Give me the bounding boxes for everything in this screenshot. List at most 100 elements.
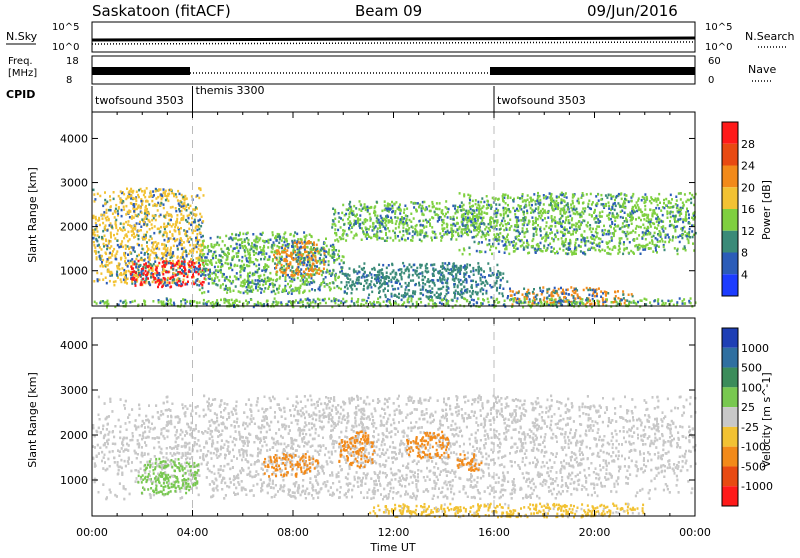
- echo-cell: [517, 197, 519, 200]
- echo-cell: [260, 258, 262, 261]
- echo-cell: [642, 224, 644, 227]
- echo-cell: [420, 224, 422, 227]
- echo-cell: [333, 261, 335, 264]
- echo-cell: [168, 193, 170, 196]
- echo-cell: [537, 218, 539, 221]
- echo-cell: [447, 216, 449, 219]
- echo-cell: [481, 213, 483, 216]
- echo-cell: [297, 273, 299, 276]
- echo-cell: [461, 231, 463, 234]
- echo-cell: [160, 226, 162, 229]
- echo-cell: [314, 273, 316, 276]
- echo-cell: [325, 238, 327, 241]
- echo-cell: [551, 246, 553, 249]
- echo-cell: [573, 212, 575, 215]
- echo-cell: [333, 287, 335, 290]
- echo-cell: [601, 211, 603, 214]
- echo-cell: [490, 204, 492, 207]
- echo-cell: [490, 226, 492, 229]
- echo-cell: [622, 222, 624, 225]
- echo-cell: [274, 284, 276, 287]
- echo-cell: [284, 272, 286, 275]
- echo-cell: [641, 211, 643, 214]
- echo-cell: [207, 253, 209, 256]
- echo-cell: [642, 231, 644, 234]
- echo-cell: [154, 257, 156, 260]
- echo-cell: [364, 280, 366, 283]
- echo-cell: [474, 218, 476, 221]
- echo-cell: [415, 225, 417, 228]
- echo-cell: [162, 273, 164, 276]
- echo-cell: [95, 222, 97, 225]
- echo-cell: [356, 288, 358, 291]
- echo-cell: [205, 260, 207, 263]
- echo-cell: [453, 218, 455, 221]
- echo-cell: [180, 213, 182, 216]
- echo-cell: [392, 230, 394, 233]
- echo-cell: [450, 268, 452, 271]
- echo-cell: [628, 201, 630, 204]
- echo-cell: [406, 232, 408, 235]
- echo-cell: [310, 273, 312, 276]
- echo-cell: [592, 247, 594, 250]
- echo-cell: [175, 221, 177, 224]
- echo-cell: [165, 199, 167, 202]
- echo-cell: [165, 271, 167, 274]
- echo-cell: [674, 215, 676, 218]
- echo-cell: [267, 266, 269, 269]
- echo-cell: [365, 235, 367, 238]
- echo-cell: [342, 272, 344, 275]
- echo-cell: [401, 238, 403, 241]
- echo-cell: [509, 227, 511, 230]
- echo-cell: [413, 206, 415, 209]
- echo-cell: [658, 246, 660, 249]
- echo-cell: [408, 268, 410, 271]
- echo-cell: [193, 221, 195, 224]
- echo-cell: [131, 203, 133, 206]
- echo-cell: [575, 249, 577, 252]
- echo-cell: [284, 287, 286, 290]
- echo-cell: [163, 215, 165, 218]
- echo-cell: [164, 264, 166, 267]
- echo-cell: [525, 231, 527, 234]
- echo-cell: [342, 229, 344, 232]
- echo-cell: [523, 213, 525, 216]
- echo-cell: [257, 282, 259, 285]
- echo-cell: [615, 205, 617, 208]
- echo-cell: [185, 198, 187, 201]
- echo-cell: [128, 270, 130, 273]
- echo-cell: [94, 228, 96, 231]
- echo-cell: [106, 201, 108, 204]
- echo-cell: [207, 246, 209, 249]
- echo-cell: [154, 260, 156, 263]
- echo-cell: [464, 231, 466, 234]
- echo-cell: [184, 260, 186, 263]
- echo-cell: [133, 246, 135, 249]
- echo-cell: [690, 202, 692, 205]
- echo-cell: [632, 195, 634, 198]
- echo-cell: [425, 289, 427, 292]
- echo-cell: [163, 203, 165, 206]
- echo-cell: [684, 231, 686, 234]
- echo-cell: [315, 268, 317, 271]
- echo-cell: [182, 281, 184, 284]
- echo-cell: [501, 240, 503, 243]
- echo-cell: [601, 249, 603, 252]
- beam-label: Beam 09: [355, 2, 422, 20]
- echo-cell: [358, 208, 360, 211]
- echo-cell: [682, 205, 684, 208]
- echo-cell: [167, 284, 169, 287]
- echo-cell: [164, 231, 166, 234]
- echo-cell: [234, 247, 236, 250]
- echo-cell: [486, 200, 488, 203]
- echo-cell: [362, 208, 364, 211]
- echo-cell: [181, 203, 183, 206]
- echo-cell: [688, 239, 690, 242]
- echo-cell: [262, 284, 264, 287]
- echo-cell: [540, 210, 542, 213]
- echo-cell: [552, 219, 554, 222]
- echo-cell: [488, 227, 490, 230]
- nsky-right-tick-bottom: 10^0: [705, 42, 732, 53]
- echo-cell: [564, 221, 566, 224]
- echo-cell: [297, 287, 299, 290]
